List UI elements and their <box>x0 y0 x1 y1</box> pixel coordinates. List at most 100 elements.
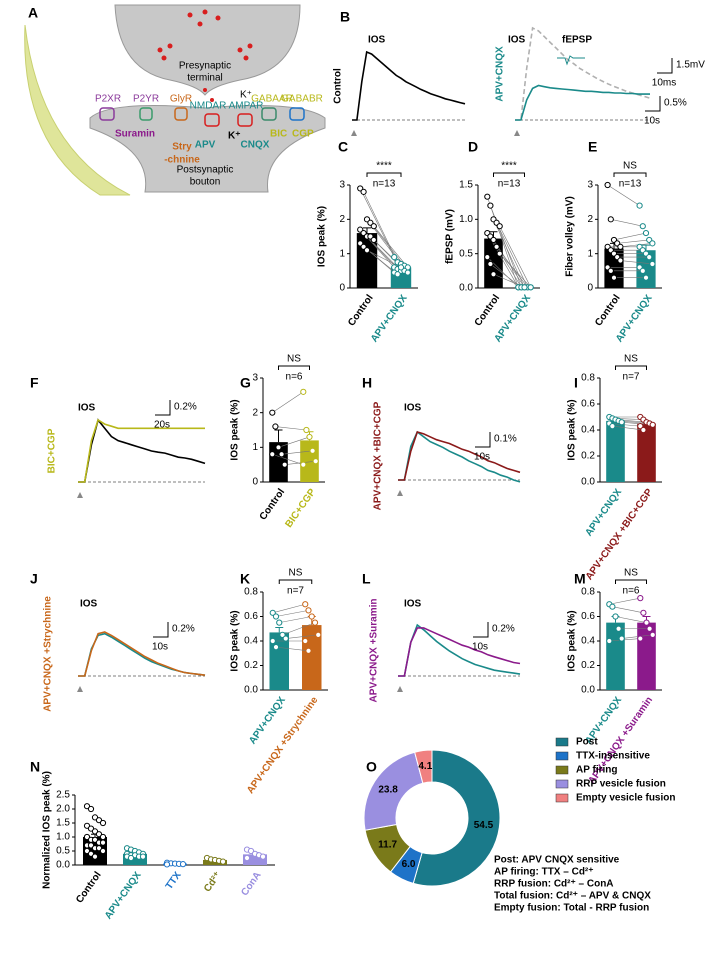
legend-swatch <box>556 780 568 788</box>
y-axis-label: IOS peak (%) <box>567 399 578 460</box>
data-point <box>485 255 490 260</box>
panel-label: F <box>30 375 39 391</box>
significance: NS <box>287 354 301 365</box>
panel-label: A <box>28 5 38 21</box>
receptor-label: P2XR <box>95 94 121 105</box>
data-point <box>613 614 618 619</box>
inset-title: fEPSP <box>562 35 592 46</box>
y-tick-label: 1 <box>339 248 345 259</box>
note: Empty fusion: Total - RRP fusion <box>494 903 649 914</box>
data-point <box>650 422 655 427</box>
n-label: n=6 <box>623 586 640 597</box>
trace-title: IOS <box>508 35 526 46</box>
significance: **** <box>376 161 392 172</box>
scale-label: 10s <box>472 642 488 653</box>
y-tick-label: 0.2 <box>244 660 258 671</box>
legend-label: AP firing <box>576 765 617 776</box>
scale-label: 0.2% <box>174 402 197 413</box>
y-tick-label: 0.6 <box>244 611 258 622</box>
n-label: n=13 <box>498 179 521 190</box>
blocker-label: CGP <box>292 129 314 140</box>
data-point <box>364 248 369 253</box>
y-tick-label: 0.0 <box>581 685 595 696</box>
data-point <box>128 855 133 860</box>
trace-title: IOS <box>368 35 386 46</box>
y-tick-label: 0.4 <box>581 425 595 436</box>
slice-label: 11.7 <box>378 840 397 851</box>
data-point <box>100 840 105 845</box>
data-point <box>100 848 105 853</box>
slice-label: 54.5 <box>474 820 494 831</box>
panel-label: K <box>240 571 250 587</box>
data-point <box>647 626 652 631</box>
data-point <box>279 452 284 457</box>
data-point <box>610 424 615 429</box>
data-point <box>270 638 275 643</box>
data-point <box>618 244 623 249</box>
blocker-label: -chnine <box>164 155 200 166</box>
bar <box>606 623 625 690</box>
note: Post: APV CNQX sensitive <box>494 855 620 866</box>
n-label: n=6 <box>286 372 303 383</box>
data-point <box>88 806 93 811</box>
data-point <box>306 648 311 653</box>
receptor-label: NMDAR <box>190 101 227 112</box>
panel-label: O <box>366 759 377 775</box>
legend-label: Empty vesicle fusion <box>576 793 675 804</box>
panel-label: I <box>574 375 578 391</box>
scale-label: 10ms <box>652 78 676 89</box>
scale-label: 1.5mV <box>676 60 705 71</box>
y-tick-label: 0.5 <box>459 248 473 259</box>
scale-label: 0.5% <box>664 98 687 109</box>
data-point <box>276 445 281 450</box>
scale-label: 10s <box>152 642 168 653</box>
y-axis-label: IOS peak (%) <box>317 206 328 267</box>
y-axis-label: Normalized IOS peak (%) <box>42 771 53 889</box>
y-tick-label: 0 <box>587 283 593 294</box>
y-tick-label: 0.8 <box>581 373 595 384</box>
significance: **** <box>501 161 517 172</box>
data-point <box>644 620 649 625</box>
trace-title: IOS <box>404 599 422 610</box>
blocker-label: CNQX <box>241 140 270 151</box>
y-tick-label: 2 <box>339 214 345 225</box>
scale-label: 0.2% <box>172 624 195 635</box>
data-point <box>405 270 410 275</box>
data-point <box>260 854 265 859</box>
data-point <box>164 862 169 867</box>
data-point <box>220 859 225 864</box>
n-label: n=13 <box>373 179 396 190</box>
slice-label: 6.0 <box>402 859 416 870</box>
legend-label: Post <box>576 737 598 748</box>
trace-label: BIC+CGP <box>47 428 58 473</box>
y-tick-label: 0 <box>339 283 345 294</box>
y-tick-label: 2 <box>252 407 258 418</box>
data-point <box>100 834 105 839</box>
legend-label: TTX-insensitive <box>576 751 650 762</box>
ion-label: K⁺ <box>240 90 252 101</box>
y-tick-label: 0.0 <box>56 860 70 871</box>
y-tick-label: 0.8 <box>244 587 258 598</box>
panel-label: H <box>362 375 372 391</box>
data-point <box>608 217 613 222</box>
data-point <box>244 855 249 860</box>
n-label: n=7 <box>287 586 304 597</box>
note: Total fusion: Cd²⁺ – APV & CNQX <box>494 891 651 902</box>
data-point <box>273 424 278 429</box>
y-tick-label: 1 <box>252 442 258 453</box>
note: RRP fusion: Cd²⁺ – ConA <box>494 879 614 890</box>
data-point <box>650 261 655 266</box>
y-tick-label: 2.0 <box>56 804 70 815</box>
y-tick-label: 0.4 <box>581 636 595 647</box>
legend-swatch <box>556 752 568 760</box>
y-tick-label: 2 <box>587 214 593 225</box>
data-point <box>488 261 493 266</box>
y-tick-label: 1.5 <box>56 818 70 829</box>
postsynaptic-label: Postsynaptic <box>177 165 234 176</box>
data-point <box>485 194 490 199</box>
slice-label: 4.1 <box>418 761 432 772</box>
blocker-label: Stry <box>172 142 192 153</box>
data-point <box>494 244 499 249</box>
data-point <box>282 462 287 467</box>
